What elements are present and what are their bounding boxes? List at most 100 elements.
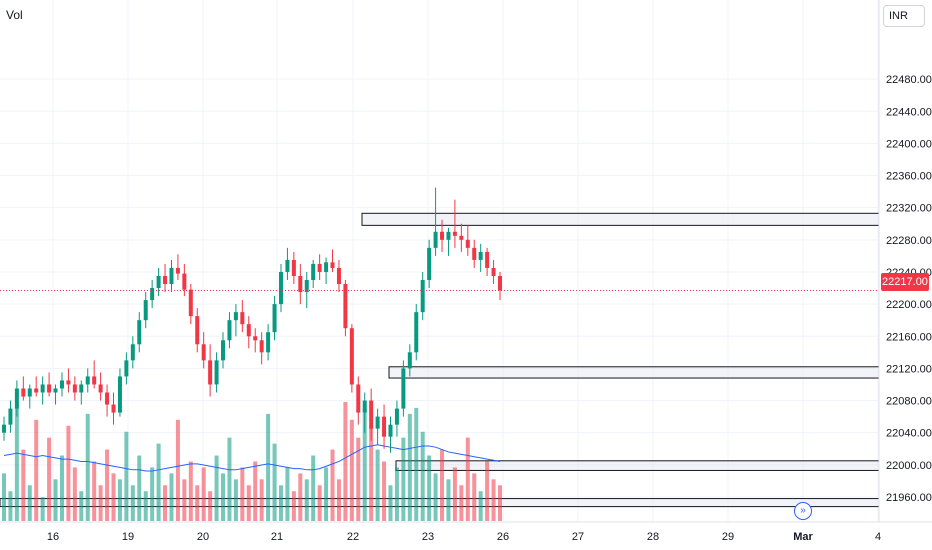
- volume-bar: [208, 491, 213, 521]
- candle-body: [175, 267, 180, 274]
- candle-body: [79, 384, 84, 393]
- x-tick-label: 21: [271, 531, 283, 543]
- candle-body: [388, 424, 393, 437]
- y-tick-label: 22000.00: [886, 460, 932, 472]
- y-tick-label: 22200.00: [886, 299, 932, 311]
- candle-body: [446, 231, 451, 240]
- candle-body: [459, 235, 464, 240]
- volume-bar: [188, 461, 193, 521]
- volume-bar: [266, 413, 271, 521]
- volume-bar: [304, 479, 309, 521]
- volume-bar: [433, 473, 438, 521]
- volume-bar: [14, 407, 19, 521]
- candle-body: [143, 300, 148, 321]
- x-tick-label: 23: [422, 531, 434, 543]
- candle-body: [401, 368, 406, 409]
- y-tick-label: 22480.00: [886, 74, 932, 86]
- candle-body: [14, 388, 19, 409]
- volume-bar: [349, 419, 354, 521]
- candle-body: [105, 392, 110, 405]
- candle-body: [47, 384, 52, 393]
- volume-bar: [40, 497, 45, 521]
- candle-body: [369, 400, 374, 429]
- volume-bar: [465, 437, 470, 521]
- y-tick-label: 22080.00: [886, 396, 932, 408]
- price-axis[interactable]: 22480.00 22440.00 22400.00 22360.00 22320.00…: [886, 74, 932, 504]
- candle-body: [452, 231, 457, 236]
- volume-bar: [317, 485, 322, 521]
- volume-bar: [124, 431, 129, 521]
- candle-body: [195, 316, 200, 345]
- volume-bar: [356, 437, 361, 521]
- volume-ma-line: [3, 444, 501, 472]
- volume-bar: [221, 473, 226, 521]
- candle-body: [111, 404, 116, 413]
- y-tick-label: 22160.00: [886, 331, 932, 343]
- candle-body: [356, 384, 361, 413]
- time-axis[interactable]: 16 19 20 21 22 23 26 27 28 29 Mar 4: [47, 531, 881, 543]
- candle-body: [266, 332, 271, 353]
- volume-bar: [298, 473, 303, 521]
- volume-bar: [401, 437, 406, 521]
- volume-bar: [278, 485, 283, 521]
- x-tick-label: 19: [122, 531, 134, 543]
- x-tick-label: 27: [572, 531, 584, 543]
- volume-bar: [182, 479, 187, 521]
- volume-bar: [382, 461, 387, 521]
- volume-bar: [259, 479, 264, 521]
- candle-body: [407, 352, 412, 369]
- volume-bar: [47, 437, 52, 521]
- volume-bar: [175, 419, 180, 521]
- volume-bars: [2, 401, 502, 521]
- volume-bar: [420, 431, 425, 521]
- volume-bar: [491, 479, 496, 521]
- volume-bar: [478, 491, 483, 521]
- candle-body: [137, 320, 142, 345]
- y-tick-label: 22120.00: [886, 363, 932, 375]
- currency-button[interactable]: INR: [883, 5, 925, 27]
- volume-bar: [446, 479, 451, 521]
- volume-bar: [2, 473, 6, 521]
- scroll-to-realtime-icon[interactable]: »: [794, 502, 812, 520]
- volume-bar: [291, 491, 296, 521]
- volume-bar: [143, 491, 148, 521]
- volume-bar: [130, 485, 135, 521]
- zone-rectangles[interactable]: [0, 212, 880, 508]
- candle-body: [2, 424, 6, 433]
- volume-bar: [34, 419, 39, 521]
- candle-body: [336, 267, 341, 285]
- volume-bar: [330, 449, 335, 521]
- candle-body: [465, 239, 470, 248]
- volume-bar: [285, 467, 290, 521]
- candle-body: [92, 376, 97, 385]
- volume-bar: [169, 473, 174, 521]
- candle-body: [27, 388, 32, 397]
- candle-body: [253, 336, 258, 341]
- volume-bar: [336, 479, 341, 521]
- candle-body: [98, 384, 103, 393]
- volume-bar: [92, 461, 97, 521]
- y-tick-label: 22360.00: [886, 171, 932, 183]
- x-tick-label: 22: [347, 531, 359, 543]
- candle-body: [472, 247, 477, 260]
- last-price-badge: 22217.00: [881, 273, 929, 291]
- volume-bar: [388, 485, 393, 521]
- candles: [2, 187, 502, 453]
- volume-bar: [440, 449, 445, 521]
- volume-bar: [362, 407, 367, 521]
- x-tick-label: 20: [197, 531, 209, 543]
- volume-bar: [8, 491, 13, 521]
- candle-body: [66, 380, 71, 385]
- candle-body: [478, 251, 483, 260]
- candle-body: [21, 388, 26, 397]
- candle-body: [259, 340, 264, 353]
- volume-bar: [59, 455, 64, 521]
- candle-body: [163, 275, 168, 285]
- candle-body: [291, 259, 296, 276]
- volume-bar: [427, 455, 432, 521]
- volume-bar: [85, 413, 90, 521]
- volume-indicator-label[interactable]: Vol: [6, 8, 23, 22]
- candle-body: [130, 344, 135, 361]
- candle-body: [330, 262, 335, 268]
